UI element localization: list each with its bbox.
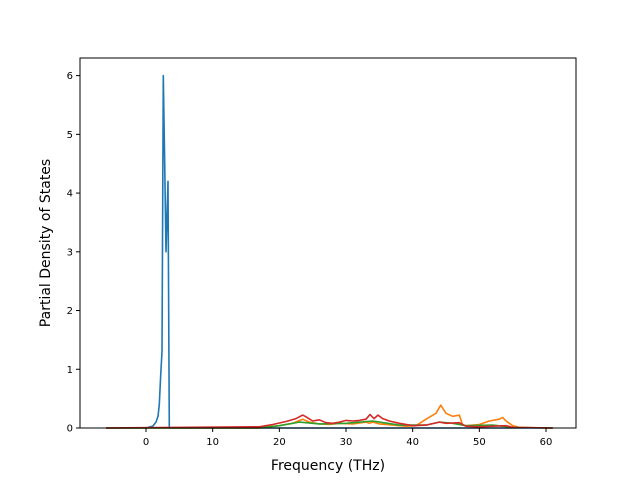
y-tick-label: 3 xyxy=(67,247,73,258)
y-tick-label: 6 xyxy=(67,71,73,82)
x-tick-label: 10 xyxy=(206,437,219,448)
series-line-1 xyxy=(106,74,553,429)
y-tick-label: 2 xyxy=(67,306,73,317)
x-axis: 0 10 20 30 40 50 60 xyxy=(143,428,553,448)
x-tick-label: 50 xyxy=(473,437,486,448)
plot-lines xyxy=(105,74,553,429)
x-axis-label: Frequency (THz) xyxy=(271,458,385,474)
x-tick-label: 60 xyxy=(540,437,553,448)
x-tick-label: 40 xyxy=(406,437,419,448)
y-tick-label: 0 xyxy=(67,424,73,435)
x-tick-label: 30 xyxy=(340,437,353,448)
y-tick-label: 5 xyxy=(67,130,73,141)
y-axis: 0 1 2 3 4 5 6 xyxy=(67,71,80,435)
series-line-3 xyxy=(106,420,553,429)
x-tick-label: 20 xyxy=(273,437,286,448)
plot-frame xyxy=(79,57,577,429)
series-line-4 xyxy=(105,413,553,429)
y-tick-label: 1 xyxy=(67,365,73,376)
x-tick-label: 0 xyxy=(143,437,149,448)
y-tick-label: 4 xyxy=(67,189,73,200)
y-axis-label: Partial Density of States xyxy=(38,159,54,327)
